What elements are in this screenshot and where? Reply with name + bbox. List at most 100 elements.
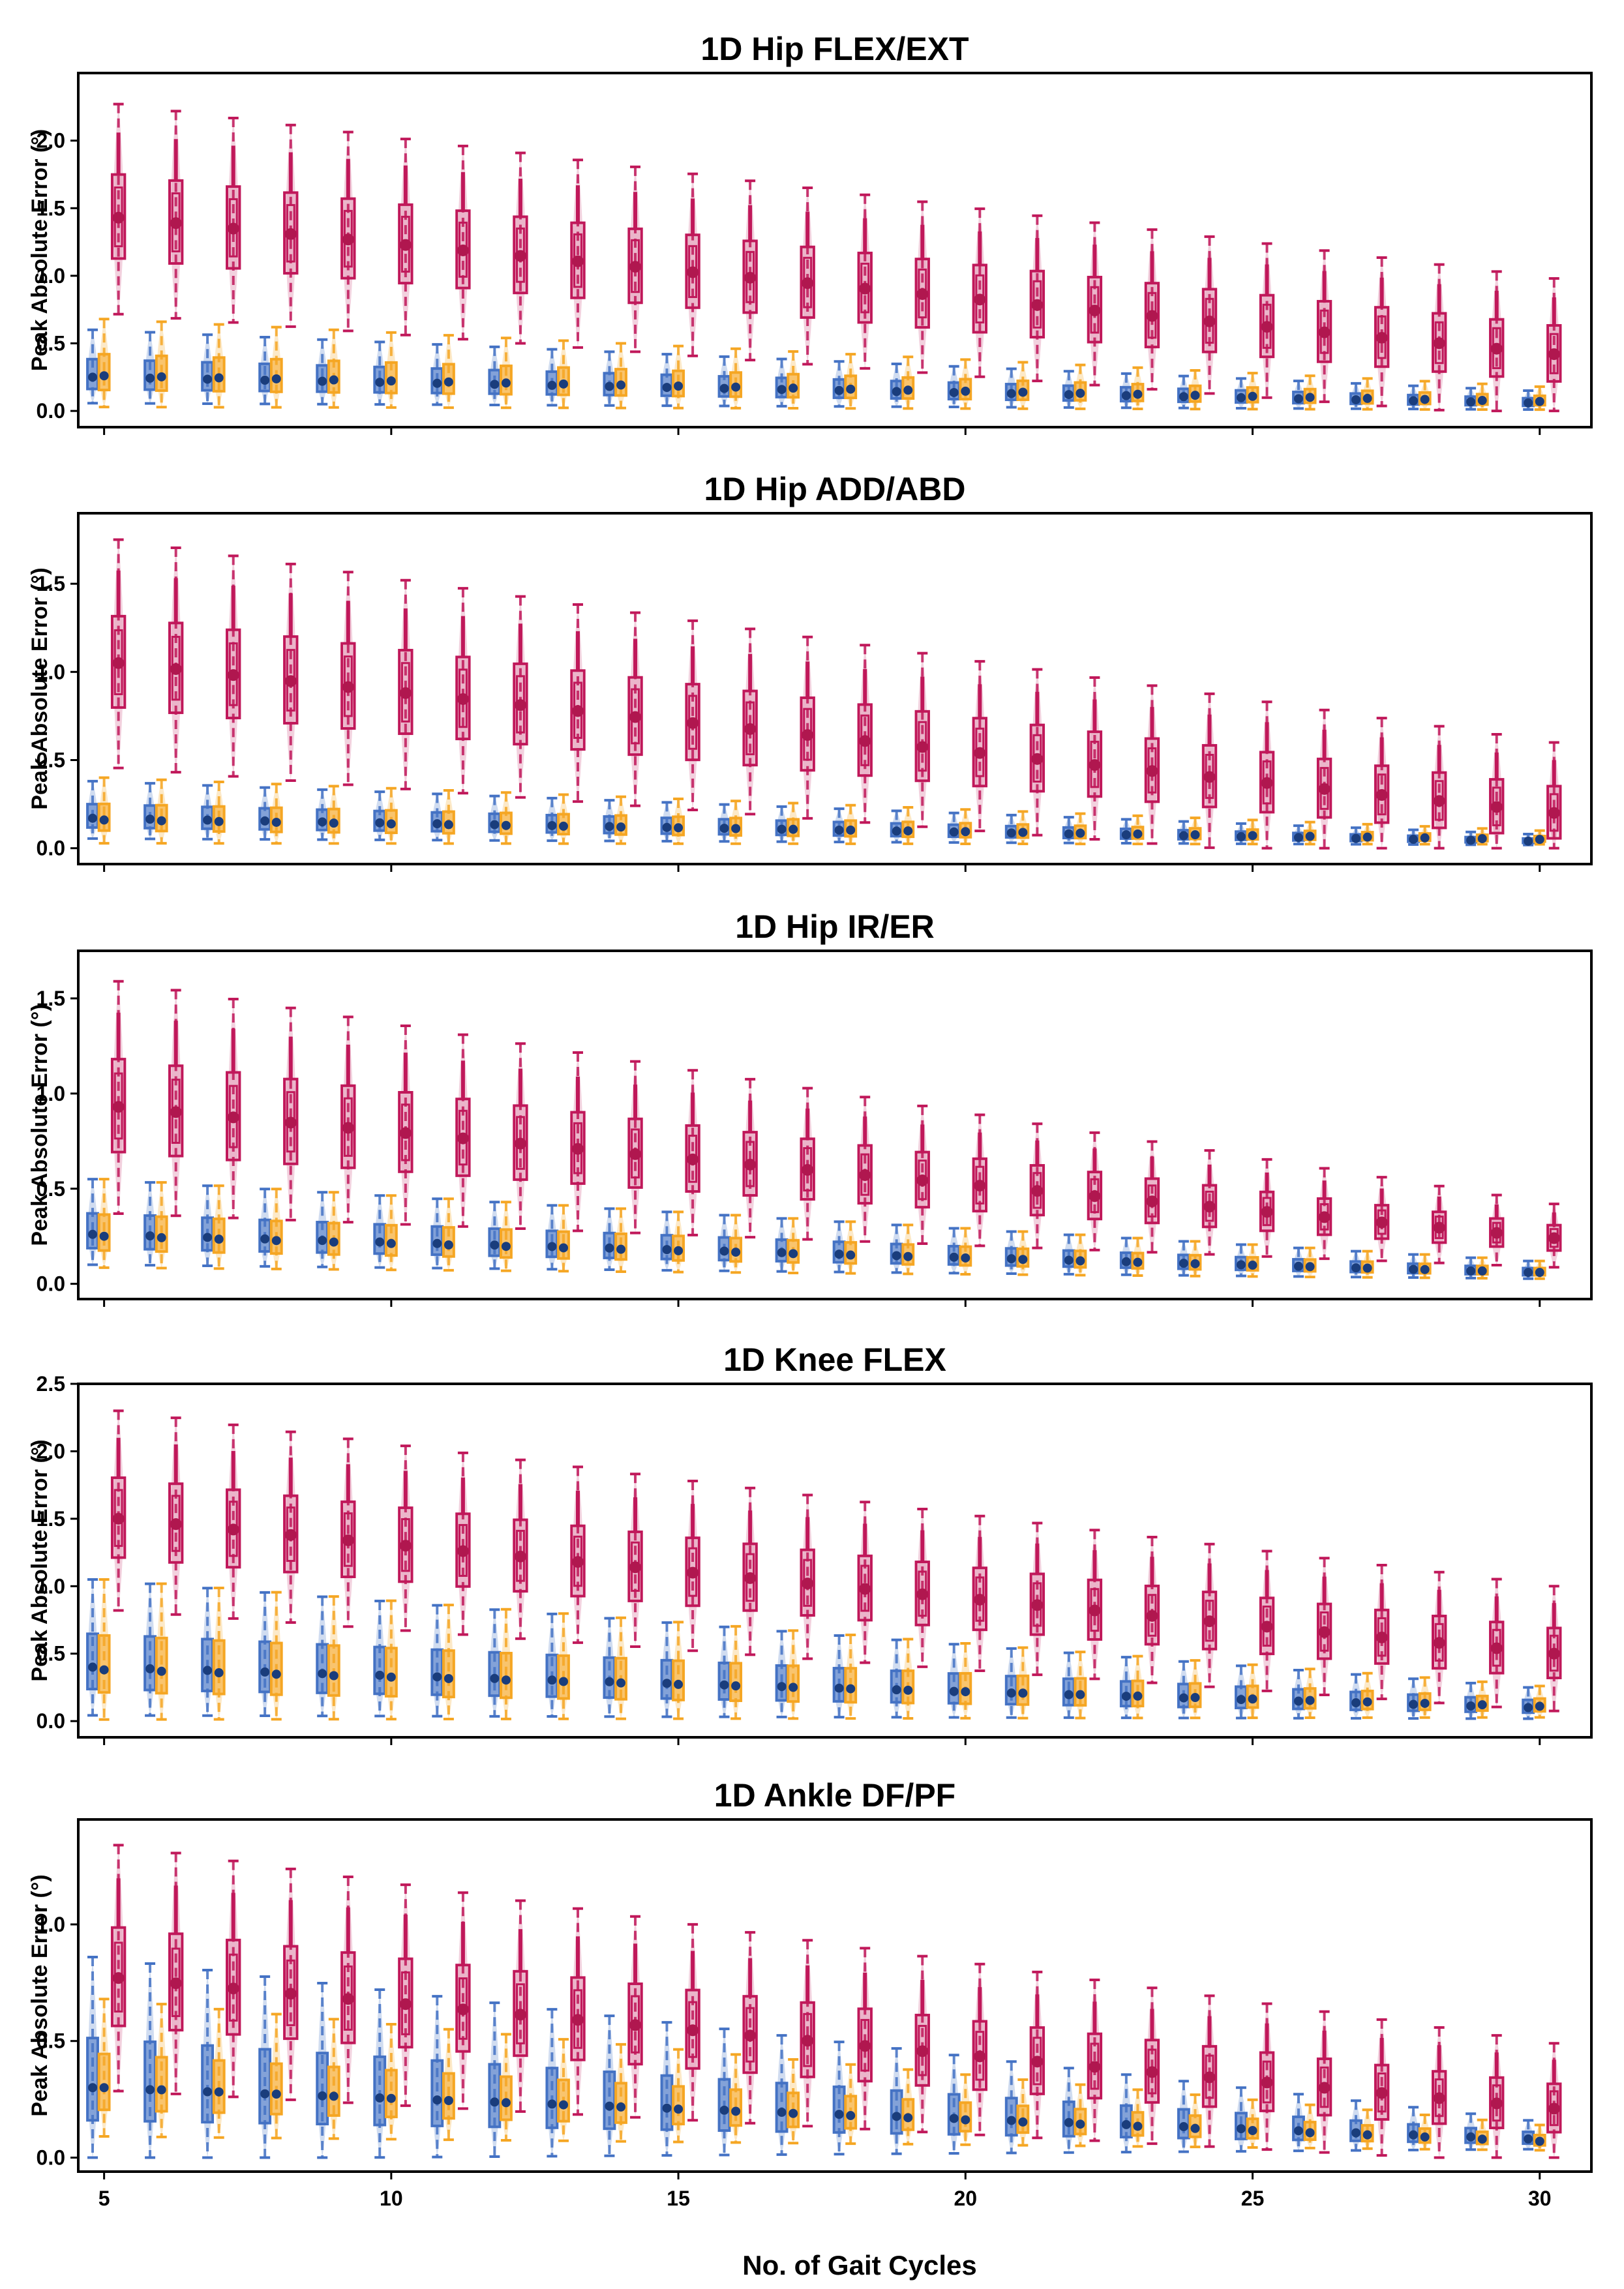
orange-box-26 — [1303, 2103, 1317, 2149]
crimson-box-26 — [1316, 1557, 1332, 1697]
median-marker — [1466, 1701, 1476, 1711]
blue-box-21 — [1004, 1647, 1018, 1719]
orange-box-19 — [901, 1223, 915, 1276]
orange-box-23 — [1131, 1236, 1145, 1278]
orange-box-6 — [155, 1181, 168, 1270]
violin-shape — [515, 153, 526, 344]
crimson-box-11 — [455, 1451, 471, 1636]
orange-box-17 — [787, 1629, 800, 1720]
orange-box-5 — [97, 318, 111, 409]
median-marker — [329, 1237, 338, 1247]
median-marker — [1031, 753, 1044, 765]
median-marker — [662, 1245, 672, 1255]
median-marker — [329, 818, 338, 828]
orange-box-22 — [1074, 363, 1087, 410]
crimson-box-9 — [340, 130, 356, 333]
iqr-box — [97, 1634, 111, 1694]
blue-box-23 — [1119, 2073, 1133, 2154]
median-marker — [375, 1670, 385, 1680]
median-marker — [1248, 831, 1257, 841]
orange-box-19 — [901, 1638, 915, 1720]
blue-box-7 — [201, 1587, 215, 1717]
blue-box-29 — [1464, 1256, 1478, 1279]
crimson-box-27 — [1374, 717, 1390, 850]
orange-box-30 — [1533, 385, 1546, 411]
median-marker — [88, 2083, 98, 2093]
y-axis-label: Peak Absolute Error (°) — [27, 1874, 52, 2116]
median-marker — [227, 1111, 239, 1124]
orange-box-21 — [1016, 1646, 1030, 1720]
orange-box-25 — [1246, 818, 1259, 846]
median-marker — [731, 382, 741, 392]
orange-box-18 — [844, 353, 858, 410]
crimson-box-26 — [1316, 708, 1332, 850]
orange-box-25 — [1246, 372, 1259, 411]
median-marker — [1146, 1609, 1158, 1622]
orange-box-13 — [557, 793, 570, 845]
crimson-box-15 — [685, 619, 700, 812]
crimson-box-14 — [627, 165, 643, 353]
orange-box-8 — [269, 1188, 283, 1270]
crimson-box-24 — [1201, 1149, 1218, 1256]
median-marker — [284, 1529, 297, 1541]
blue-box-5 — [86, 1578, 99, 1717]
median-marker — [342, 681, 354, 693]
blue-box-28 — [1407, 2106, 1420, 2151]
orange-box-27 — [1361, 1671, 1374, 1719]
blue-box-6 — [143, 1181, 157, 1267]
median-marker — [846, 825, 856, 835]
blue-box-25 — [1234, 1243, 1248, 1278]
blue-box-16 — [717, 2027, 731, 2157]
median-marker — [1318, 326, 1331, 338]
blue-box-15 — [660, 353, 674, 408]
median-marker — [1121, 830, 1131, 840]
crimson-box-30 — [1546, 2042, 1562, 2159]
blue-box-30 — [1522, 833, 1535, 846]
orange-box-18 — [844, 1633, 858, 1720]
orange-box-23 — [1131, 366, 1145, 411]
blue-box-10 — [373, 1194, 387, 1269]
violin-shape — [113, 1411, 124, 1611]
blue-box-18 — [832, 1220, 846, 1274]
median-marker — [916, 1174, 929, 1187]
median-marker — [674, 2104, 684, 2114]
median-marker — [260, 2089, 270, 2099]
median-marker — [949, 1252, 959, 1262]
iqr-box — [269, 2062, 283, 2116]
blue-box-28 — [1407, 384, 1420, 411]
orange-box-10 — [384, 1599, 398, 1721]
blue-box-24 — [1177, 820, 1190, 845]
iqr-box — [545, 2067, 559, 2129]
median-marker — [444, 377, 453, 387]
median-marker — [1146, 2066, 1158, 2078]
y-tick-label: 0.0 — [37, 1272, 65, 1296]
median-marker — [1490, 1642, 1503, 1654]
median-marker — [789, 824, 798, 834]
crimson-box-24 — [1201, 692, 1218, 849]
crimson-box-18 — [857, 193, 873, 370]
median-marker — [1089, 305, 1101, 317]
orange-box-6 — [155, 778, 168, 845]
orange-box-17 — [787, 2058, 800, 2145]
median-marker — [214, 2087, 224, 2097]
orange-box-26 — [1303, 820, 1317, 846]
median-marker — [1133, 829, 1143, 839]
median-marker — [616, 822, 626, 832]
orange-box-13 — [557, 2038, 570, 2142]
orange-box-9 — [327, 785, 340, 845]
median-marker — [961, 827, 970, 837]
median-marker — [214, 816, 224, 826]
median-marker — [1203, 315, 1216, 327]
crimson-box-11 — [455, 144, 471, 341]
median-marker — [802, 277, 814, 290]
orange-box-19 — [901, 805, 915, 845]
median-marker — [1433, 795, 1445, 807]
median-marker — [1248, 2126, 1257, 2136]
blue-box-15 — [660, 2021, 674, 2157]
iqr-box — [775, 2082, 789, 2133]
y-axis-label: Peak Absolute Error (°) — [27, 1004, 52, 1246]
median-marker — [1089, 1604, 1101, 1617]
crimson-box-15 — [685, 1069, 700, 1236]
